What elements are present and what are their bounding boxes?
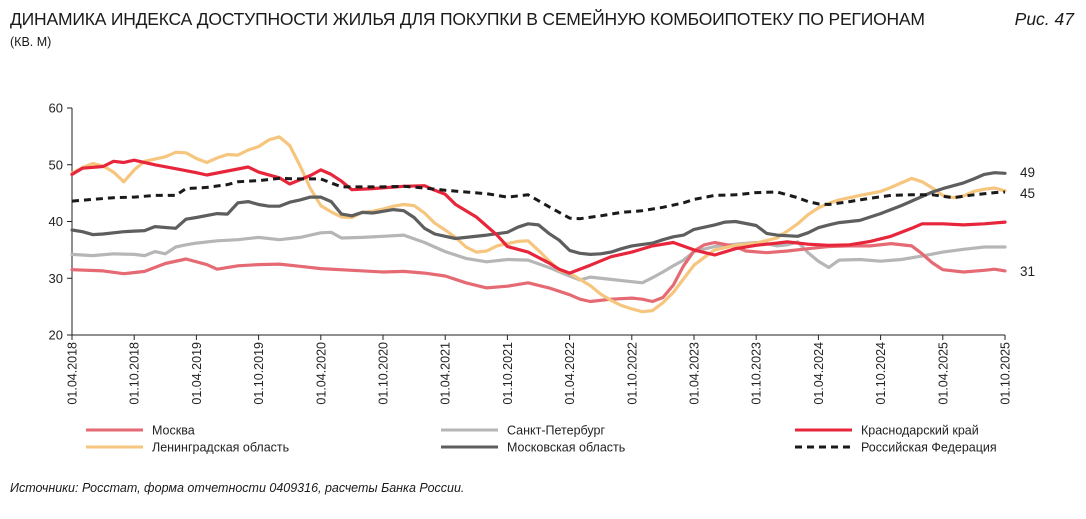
y-tick-label: 20 <box>49 328 63 343</box>
x-tick-label: 01.04.2020 <box>314 342 328 405</box>
end-value-label: 45 <box>1020 186 1035 201</box>
x-tick-label: 01.04.2024 <box>812 342 826 405</box>
x-tick-label: 01.10.2021 <box>501 342 515 405</box>
x-tick-label: 01.10.2025 <box>999 342 1013 405</box>
y-tick-label: 60 <box>49 101 63 116</box>
series-line-3 <box>70 135 1007 314</box>
x-tick-label: 01.04.2018 <box>66 342 80 405</box>
chart-title: ДИНАМИКА ИНДЕКСА ДОСТУПНОСТИ ЖИЛЬЯ ДЛЯ П… <box>10 9 925 29</box>
legend-label: Краснодарский край <box>861 424 979 438</box>
y-tick-label: 50 <box>49 157 63 172</box>
end-value-label: 49 <box>1020 165 1035 180</box>
y-axis: 20 30 40 50 60 <box>49 101 73 343</box>
legend-label: Российская Федерация <box>861 441 997 455</box>
x-tick-label: 01.10.2023 <box>750 342 764 405</box>
y-tick-label: 30 <box>49 271 63 286</box>
x-tick-label: 01.10.2020 <box>377 342 391 405</box>
x-tick-label: 01.04.2023 <box>688 342 702 405</box>
x-tick-label: 01.10.2018 <box>128 342 142 405</box>
x-tick-label: 01.10.2022 <box>625 342 639 405</box>
chart-unit-label: (КВ. М) <box>10 35 52 49</box>
x-tick-label: 01.10.2024 <box>874 342 888 405</box>
end-value-label: 31 <box>1020 264 1035 279</box>
x-axis: 01.04.2018 01.10.2018 01.04.2019 01.10.2019… <box>66 334 1013 405</box>
legend-label: Ленинградская область <box>152 441 289 455</box>
end-labels: 49 45 31 <box>1020 165 1035 279</box>
x-tick-label: 01.10.2019 <box>252 342 266 405</box>
legend: Москва Санкт-Петербург Краснодарский край Л… <box>86 424 997 455</box>
series-line-5 <box>71 176 1006 221</box>
legend-label: Санкт-Петербург <box>507 424 605 438</box>
x-tick-label: 01.04.2019 <box>190 342 204 405</box>
x-tick-label: 01.04.2021 <box>439 342 453 405</box>
legend-label: Москва <box>152 424 195 438</box>
x-tick-label: 01.04.2025 <box>936 342 950 405</box>
series-layer <box>70 135 1007 314</box>
figure-number: Рис. 47 <box>1014 9 1074 29</box>
x-tick-label: 01.04.2022 <box>563 342 577 405</box>
legend-label: Московская область <box>507 441 625 455</box>
source-note: Источники: Росстат, форма отчетности 040… <box>10 481 465 495</box>
series-line-2 <box>70 158 1007 275</box>
series-line-4 <box>70 171 1007 256</box>
y-tick-label: 40 <box>49 214 63 229</box>
